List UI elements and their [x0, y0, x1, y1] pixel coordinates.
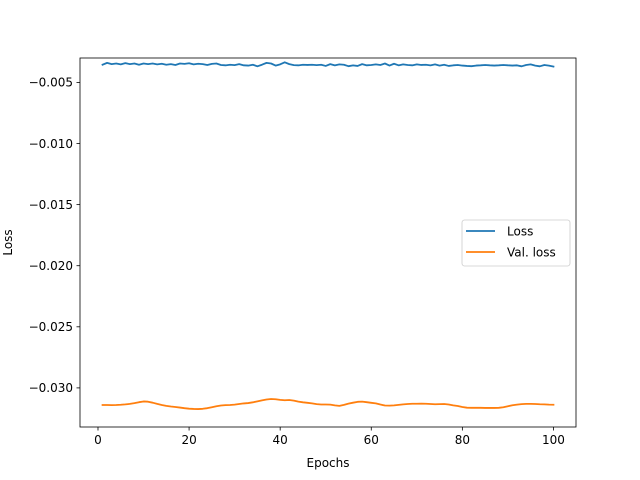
y-tick-label: −0.015: [29, 198, 73, 212]
legend: Loss Val. loss: [461, 219, 571, 267]
y-tick-label: −0.020: [29, 259, 73, 273]
x-tick-label: 40: [273, 433, 288, 447]
series-line-loss: [101, 61, 555, 68]
x-tick-label: 0: [94, 433, 102, 447]
x-axis-label: Epochs: [307, 456, 350, 470]
y-tick-label: −0.030: [29, 381, 73, 395]
series-line-val-loss: [101, 398, 555, 410]
y-axis-label: Loss: [1, 229, 15, 255]
y-tick-label: −0.010: [29, 137, 73, 151]
series-group: [101, 61, 555, 410]
x-tick-label: 100: [542, 433, 565, 447]
y-tick-label: −0.025: [29, 320, 73, 334]
x-tick-label: 60: [364, 433, 379, 447]
legend-label-val-loss: Val. loss: [507, 246, 556, 260]
y-tick-label: −0.005: [29, 76, 73, 90]
legend-label-loss: Loss: [507, 225, 533, 239]
x-tick-label: 20: [181, 433, 196, 447]
ticks-group: 0 20 40 60 80 100 −0.005 −0.010 −0.015 −0.020 −0.0…: [29, 76, 565, 447]
x-tick-label: 80: [455, 433, 470, 447]
plot-area-frame: [79, 57, 577, 428]
